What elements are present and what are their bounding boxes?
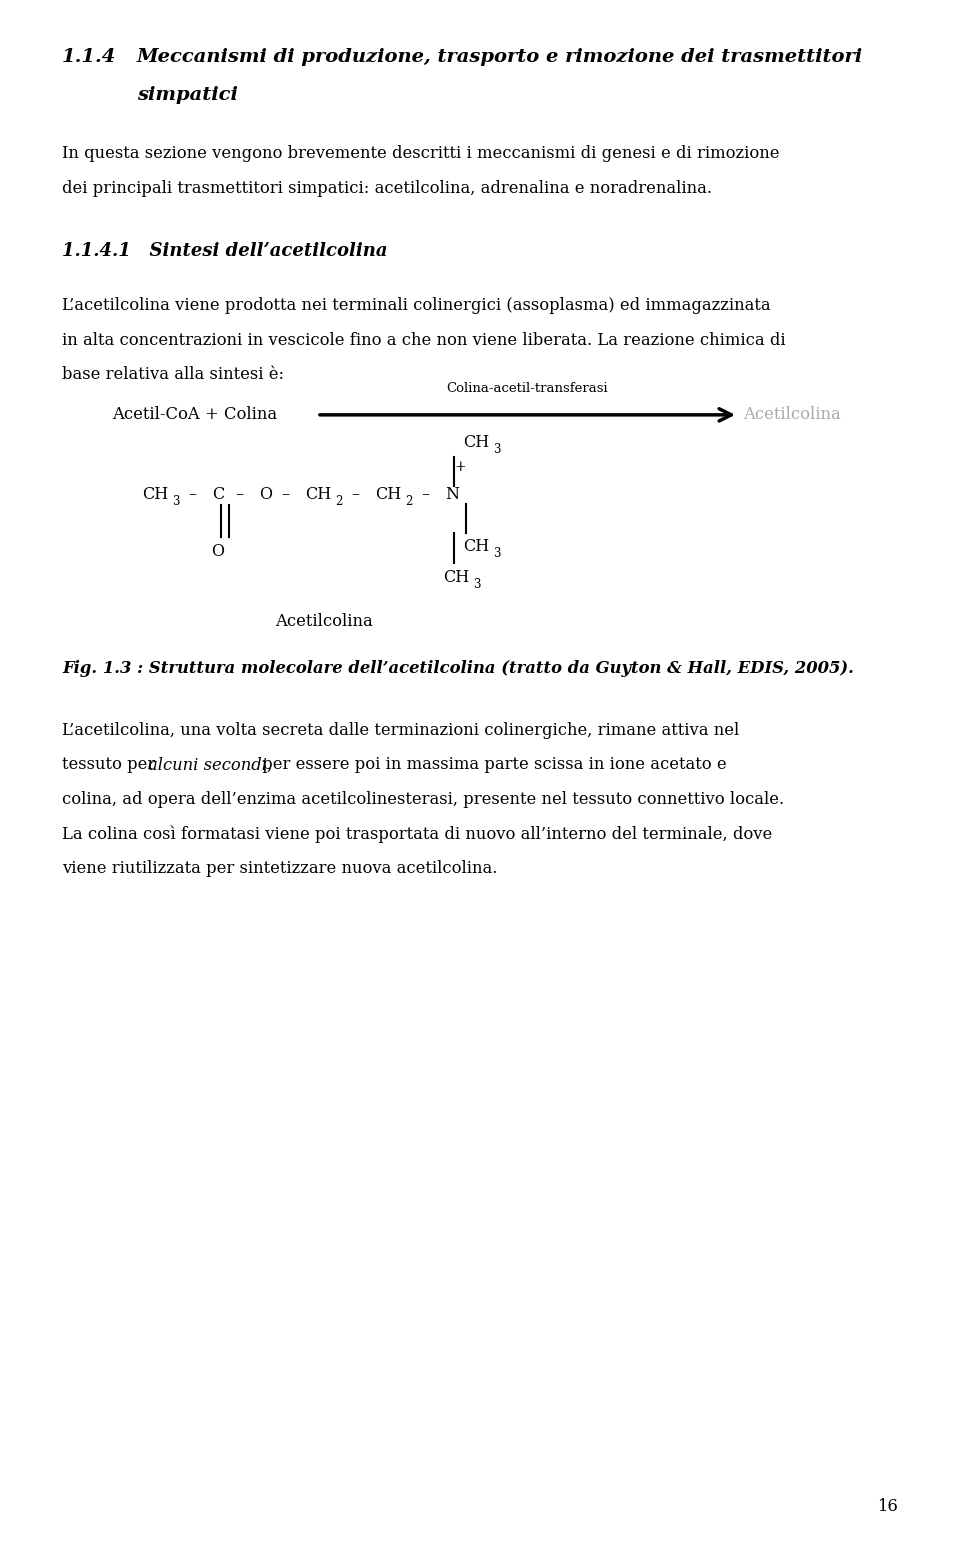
Text: CH: CH — [375, 486, 401, 503]
Text: C: C — [212, 486, 225, 503]
Text: Colina-acetil-transferasi: Colina-acetil-transferasi — [446, 381, 609, 395]
Text: O: O — [259, 486, 272, 503]
Text: 3: 3 — [493, 548, 501, 560]
Text: 3: 3 — [473, 579, 481, 591]
Text: in alta concentrazioni in vescicole fino a che non viene liberata. La reazione c: in alta concentrazioni in vescicole fino… — [62, 332, 785, 349]
Text: viene riutilizzata per sintetizzare nuova acetilcolina.: viene riutilizzata per sintetizzare nuov… — [62, 859, 497, 876]
Text: L’acetilcolina viene prodotta nei terminali colinergici (assoplasma) ed immagazz: L’acetilcolina viene prodotta nei termin… — [62, 298, 771, 315]
Text: 2: 2 — [335, 495, 343, 508]
Text: CH: CH — [463, 539, 490, 555]
Text: base relativa alla sintesi è:: base relativa alla sintesi è: — [62, 366, 284, 383]
Text: CH: CH — [142, 486, 168, 503]
Text: 3: 3 — [173, 495, 180, 508]
Text: –: – — [281, 486, 289, 503]
Text: CH: CH — [463, 434, 490, 452]
Text: –: – — [235, 486, 243, 503]
Text: 2: 2 — [405, 495, 413, 508]
Text: Acetil-CoA + Colina: Acetil-CoA + Colina — [112, 406, 277, 423]
Text: La colina così formatasi viene poi trasportata di nuovo all’interno del terminal: La colina così formatasi viene poi trasp… — [62, 826, 772, 842]
Text: dei principali trasmettitori simpatici: acetilcolina, adrenalina e noradrenalina: dei principali trasmettitori simpatici: … — [62, 179, 712, 196]
Text: Acetilcolina: Acetilcolina — [275, 613, 372, 630]
Text: –: – — [188, 486, 196, 503]
Text: Fig. 1.3 : Struttura molecolare dell’acetilcolina (tratto da Guyton & Hall, EDIS: Fig. 1.3 : Struttura molecolare dell’ace… — [62, 660, 853, 677]
Text: N: N — [445, 486, 459, 503]
Text: +: + — [455, 460, 467, 474]
Text: In questa sezione vengono brevemente descritti i meccanismi di genesi e di rimoz: In questa sezione vengono brevemente des… — [62, 145, 780, 162]
Text: L’acetilcolina, una volta secreta dalle terminazioni colinergiche, rimane attiva: L’acetilcolina, una volta secreta dalle … — [62, 722, 739, 739]
Text: per essere poi in massima parte scissa in ione acetato e: per essere poi in massima parte scissa i… — [256, 756, 726, 773]
Text: 3: 3 — [493, 443, 501, 457]
Text: Meccanismi di produzione, trasporto e rimozione dei trasmettitori: Meccanismi di produzione, trasporto e ri… — [137, 48, 863, 66]
Text: colina, ad opera dell’enzima acetilcolinesterasi, presente nel tessuto connettiv: colina, ad opera dell’enzima acetilcolin… — [62, 792, 784, 809]
Text: alcuni secondi,: alcuni secondi, — [148, 756, 272, 773]
Text: 1.1.4.1   Sintesi dell’acetilcolina: 1.1.4.1 Sintesi dell’acetilcolina — [62, 242, 388, 261]
Text: tessuto per: tessuto per — [62, 756, 160, 773]
Text: CH: CH — [443, 569, 469, 586]
Text: simpatici: simpatici — [137, 86, 238, 105]
Text: O: O — [211, 543, 224, 560]
Text: –: – — [351, 486, 359, 503]
Text: –: – — [421, 486, 429, 503]
Text: 1.1.4: 1.1.4 — [62, 48, 116, 66]
Text: CH: CH — [305, 486, 331, 503]
Text: 16: 16 — [877, 1498, 898, 1515]
Text: Acetilcolina: Acetilcolina — [743, 406, 841, 423]
